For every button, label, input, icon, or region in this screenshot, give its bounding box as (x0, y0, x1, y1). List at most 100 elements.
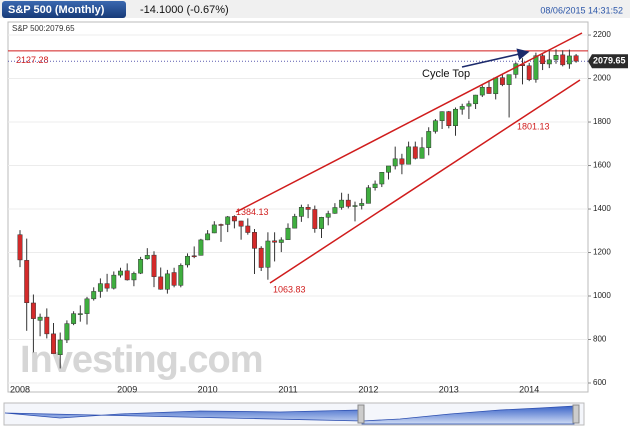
candle-body (238, 220, 244, 227)
candle-body (426, 131, 432, 148)
plot-frame (7, 21, 589, 393)
candle-body (372, 183, 378, 188)
candle-body (439, 111, 445, 121)
candle-body (285, 227, 291, 240)
y-tick-label: 800 (593, 335, 607, 344)
title-tab[interactable] (2, 1, 126, 18)
candle-body (305, 207, 311, 210)
last-price-label: 2079.65 (593, 56, 626, 66)
candle-body (312, 209, 318, 229)
last-price-box (588, 54, 628, 69)
y-tick-label: 1400 (593, 204, 611, 213)
candle-body (104, 283, 110, 289)
candle-body (459, 106, 465, 110)
upper-trendline (235, 32, 583, 213)
candle-body (319, 217, 324, 229)
candle-body (17, 234, 23, 261)
candle-body (258, 247, 264, 268)
candle-body (51, 333, 56, 354)
x-tick-label: 2013 (439, 384, 459, 394)
candle-body (111, 274, 117, 289)
chart-title: S&P 500 (Monthly) (8, 4, 105, 16)
candle-body (446, 111, 452, 126)
y-tick-label: 1600 (593, 161, 611, 170)
navigator-handle[interactable] (572, 404, 580, 424)
candle-body (513, 63, 519, 75)
candle-body (379, 172, 385, 185)
candle-body (164, 273, 170, 290)
candle-body (546, 59, 552, 65)
candle-body (71, 313, 77, 324)
x-tick-label: 2014 (519, 384, 539, 394)
candle-body (191, 255, 197, 258)
candle-body (412, 146, 418, 159)
annotation-label: 1384.13 (236, 207, 269, 217)
candle-body (386, 165, 391, 173)
candle-body (225, 216, 231, 225)
lower-trendline (269, 79, 581, 284)
change: -14.1000 (-0.67%) (140, 4, 229, 16)
watermark: Investing.com (20, 339, 263, 381)
candle-body (499, 77, 505, 85)
candle-body (245, 225, 251, 233)
candle-body (419, 147, 425, 159)
cycle-label: Cycle Top (422, 68, 470, 80)
candle-body (118, 270, 123, 276)
candle-body (560, 54, 566, 66)
candle-body (365, 187, 371, 204)
candle-body (406, 146, 412, 165)
header-bar (0, 0, 630, 18)
candle-body (278, 239, 284, 243)
candle-body (332, 207, 338, 214)
candle-body (205, 233, 211, 241)
candle-body (526, 65, 532, 80)
candle-body (392, 158, 398, 167)
candle-body (24, 260, 30, 304)
candle-body (158, 276, 164, 290)
candle-body (325, 213, 331, 218)
x-tick-label: 2012 (358, 384, 378, 394)
candle-body (57, 339, 63, 355)
candle-body (473, 94, 479, 105)
candle-body (44, 316, 50, 335)
candle-body (345, 199, 351, 207)
candle-body (138, 259, 144, 274)
x-tick-label: 2011 (278, 384, 297, 394)
y-tick-label: 2200 (593, 30, 611, 39)
candle-body (339, 199, 345, 208)
candle-body (77, 313, 83, 315)
candle-body (144, 255, 150, 260)
candle-body (540, 55, 546, 65)
candle-body (84, 298, 90, 314)
candle-body (453, 108, 458, 126)
candle-body (211, 224, 217, 234)
y-tick-label: 1200 (593, 248, 611, 257)
candle-body (252, 232, 257, 249)
candle-body (124, 270, 130, 281)
candle-body (37, 316, 43, 321)
candle-body (272, 240, 278, 243)
candle-body (466, 103, 472, 107)
candle-body (573, 55, 579, 62)
candle-body (432, 120, 438, 132)
timestamp: 08/06/2015 14:31:52 (540, 5, 623, 15)
y-tick-label: 2000 (593, 74, 611, 83)
candle-body (486, 86, 492, 94)
navigator-handle[interactable] (357, 404, 365, 424)
x-tick-label: 2008 (10, 384, 30, 394)
candle-body (399, 158, 405, 165)
candle-body (91, 291, 97, 300)
y-tick-label: 1000 (593, 291, 611, 300)
candle-body (185, 255, 190, 266)
candle-body (292, 216, 298, 229)
candle-body (97, 283, 103, 292)
navigator-area (4, 405, 575, 425)
y-tick-label: 600 (593, 378, 607, 387)
candle-body (178, 265, 184, 286)
cycle-arrow (461, 48, 530, 68)
y-tick-label: 1800 (593, 117, 611, 126)
candle-body (151, 254, 157, 277)
candle-body (352, 205, 358, 207)
candle-body (231, 216, 237, 222)
